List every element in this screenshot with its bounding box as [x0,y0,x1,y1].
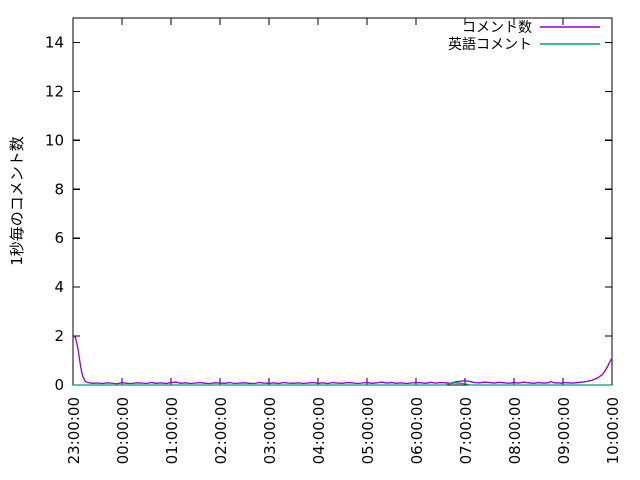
y-axis-label: 1秒毎のコメント数 [8,136,26,266]
y-tick-label: 2 [54,327,64,345]
x-tick-label: 09:00:00 [555,397,573,464]
x-tick-label: 03:00:00 [261,397,279,464]
x-tick-label: 23:00:00 [65,397,83,464]
series-line-0 [72,335,613,385]
x-tick-label: 02:00:00 [212,397,230,464]
y-tick-label: 10 [45,131,64,149]
x-tick-label: 06:00:00 [408,397,426,464]
series-line-1 [73,382,612,386]
x-tick-label: 04:00:00 [310,397,328,464]
x-tick-label: 05:00:00 [359,397,377,464]
plot-frame [72,17,613,386]
y-tick-label: 14 [45,33,64,51]
y-tick-label: 12 [45,82,64,100]
y-axis-ticks: 0 2 4 6 8 10 12 14 [45,33,612,394]
x-tick-label: 07:00:00 [457,397,475,464]
x-tick-label: 10:00:00 [604,397,622,464]
legend-label-1: 英語コメント [448,36,532,53]
x-tick-label: 08:00:00 [506,397,524,464]
x-tick-label: 00:00:00 [114,397,132,464]
data-series-group [72,335,613,386]
x-tick-label: 01:00:00 [163,397,181,464]
y-tick-label: 6 [54,229,64,247]
y-tick-label: 8 [54,180,64,198]
y-tick-label: 0 [54,376,64,394]
y-tick-label: 4 [54,278,64,296]
legend-label-0: コメント数 [462,20,532,36]
x-axis-ticks: 23:00:00 00:00:00 01:00:00 02:00:00 03:00:00… [65,18,622,464]
